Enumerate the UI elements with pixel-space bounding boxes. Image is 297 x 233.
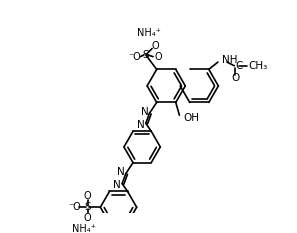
Text: C: C — [235, 61, 243, 71]
Text: O: O — [84, 191, 91, 201]
Text: N: N — [117, 167, 125, 177]
Text: NH₄⁺: NH₄⁺ — [138, 28, 161, 38]
Text: OH: OH — [183, 113, 199, 123]
Text: NH: NH — [222, 55, 237, 65]
Text: O: O — [84, 213, 91, 223]
Text: O: O — [151, 41, 159, 51]
Text: O: O — [231, 73, 239, 83]
Text: O: O — [155, 52, 162, 62]
Text: ⁻O: ⁻O — [69, 202, 81, 212]
Text: S: S — [143, 50, 149, 60]
Text: S: S — [84, 202, 91, 212]
Text: N: N — [137, 120, 145, 130]
Text: CH₃: CH₃ — [249, 61, 268, 71]
Text: ⁻O: ⁻O — [129, 52, 141, 62]
Text: N: N — [141, 106, 148, 116]
Text: NH₄⁺: NH₄⁺ — [72, 224, 96, 233]
Text: N: N — [113, 180, 121, 190]
